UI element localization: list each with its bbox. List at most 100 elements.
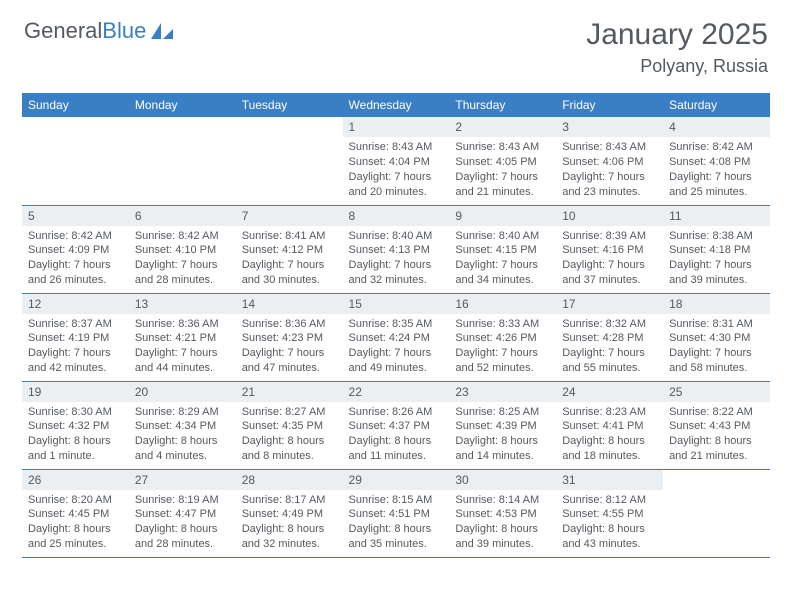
day-number: 22 [343,382,450,402]
day-details: Sunrise: 8:29 AMSunset: 4:34 PMDaylight:… [129,402,236,468]
calendar-day-cell: 25Sunrise: 8:22 AMSunset: 4:43 PMDayligh… [663,381,770,469]
day-details: Sunrise: 8:40 AMSunset: 4:13 PMDaylight:… [343,226,450,292]
day-details: Sunrise: 8:38 AMSunset: 4:18 PMDaylight:… [663,226,770,292]
day-details: Sunrise: 8:43 AMSunset: 4:06 PMDaylight:… [556,137,663,203]
page-title: January 2025 [586,18,768,52]
calendar-day-cell: 21Sunrise: 8:27 AMSunset: 4:35 PMDayligh… [236,381,343,469]
calendar-header-row: SundayMondayTuesdayWednesdayThursdayFrid… [22,93,770,117]
day-number: 5 [22,206,129,226]
location-label: Polyany, Russia [586,56,768,77]
day-number: 26 [22,470,129,490]
day-number: 13 [129,294,236,314]
day-number: 11 [663,206,770,226]
day-details: Sunrise: 8:20 AMSunset: 4:45 PMDaylight:… [22,490,129,556]
calendar-week-row: ...1Sunrise: 8:43 AMSunset: 4:04 PMDayli… [22,117,770,205]
day-details: Sunrise: 8:43 AMSunset: 4:04 PMDaylight:… [343,137,450,203]
day-number: 25 [663,382,770,402]
calendar-day-cell: 15Sunrise: 8:35 AMSunset: 4:24 PMDayligh… [343,293,450,381]
calendar-week-row: 5Sunrise: 8:42 AMSunset: 4:09 PMDaylight… [22,205,770,293]
day-number: 30 [449,470,556,490]
day-number: 8 [343,206,450,226]
calendar-day-cell: 7Sunrise: 8:41 AMSunset: 4:12 PMDaylight… [236,205,343,293]
calendar-day-cell: 24Sunrise: 8:23 AMSunset: 4:41 PMDayligh… [556,381,663,469]
calendar-day-cell: 10Sunrise: 8:39 AMSunset: 4:16 PMDayligh… [556,205,663,293]
day-number: 7 [236,206,343,226]
calendar-day-cell: 18Sunrise: 8:31 AMSunset: 4:30 PMDayligh… [663,293,770,381]
calendar-day-cell: 16Sunrise: 8:33 AMSunset: 4:26 PMDayligh… [449,293,556,381]
calendar-day-cell: 23Sunrise: 8:25 AMSunset: 4:39 PMDayligh… [449,381,556,469]
day-details: Sunrise: 8:42 AMSunset: 4:09 PMDaylight:… [22,226,129,292]
day-number: 27 [129,470,236,490]
day-number: 29 [343,470,450,490]
calendar-day-cell: . [236,117,343,205]
day-number: 9 [449,206,556,226]
day-details: Sunrise: 8:14 AMSunset: 4:53 PMDaylight:… [449,490,556,556]
day-details: Sunrise: 8:42 AMSunset: 4:08 PMDaylight:… [663,137,770,203]
calendar-day-cell: 3Sunrise: 8:43 AMSunset: 4:06 PMDaylight… [556,117,663,205]
calendar-day-cell: 12Sunrise: 8:37 AMSunset: 4:19 PMDayligh… [22,293,129,381]
day-number: 20 [129,382,236,402]
day-details: Sunrise: 8:31 AMSunset: 4:30 PMDaylight:… [663,314,770,380]
column-header: Thursday [449,93,556,117]
day-details: Sunrise: 8:43 AMSunset: 4:05 PMDaylight:… [449,137,556,203]
logo-text: GeneralBlue [24,18,146,44]
calendar-day-cell: 30Sunrise: 8:14 AMSunset: 4:53 PMDayligh… [449,469,556,557]
day-number: 14 [236,294,343,314]
title-block: January 2025 Polyany, Russia [586,18,768,77]
column-header: Saturday [663,93,770,117]
logo-part1: General [24,18,102,43]
day-details: Sunrise: 8:26 AMSunset: 4:37 PMDaylight:… [343,402,450,468]
calendar-week-row: 26Sunrise: 8:20 AMSunset: 4:45 PMDayligh… [22,469,770,557]
calendar-day-cell: 27Sunrise: 8:19 AMSunset: 4:47 PMDayligh… [129,469,236,557]
day-details: Sunrise: 8:40 AMSunset: 4:15 PMDaylight:… [449,226,556,292]
calendar-day-cell: 20Sunrise: 8:29 AMSunset: 4:34 PMDayligh… [129,381,236,469]
calendar-day-cell: 8Sunrise: 8:40 AMSunset: 4:13 PMDaylight… [343,205,450,293]
day-number: 3 [556,117,663,137]
calendar-day-cell: 6Sunrise: 8:42 AMSunset: 4:10 PMDaylight… [129,205,236,293]
column-header: Tuesday [236,93,343,117]
day-number: 19 [22,382,129,402]
day-details: Sunrise: 8:41 AMSunset: 4:12 PMDaylight:… [236,226,343,292]
calendar-day-cell: 22Sunrise: 8:26 AMSunset: 4:37 PMDayligh… [343,381,450,469]
day-number: 23 [449,382,556,402]
day-details: Sunrise: 8:27 AMSunset: 4:35 PMDaylight:… [236,402,343,468]
day-number: 18 [663,294,770,314]
calendar-day-cell: . [22,117,129,205]
column-header: Friday [556,93,663,117]
logo: GeneralBlue [24,18,175,44]
logo-sail-icon [149,21,175,41]
day-details: Sunrise: 8:12 AMSunset: 4:55 PMDaylight:… [556,490,663,556]
day-details: Sunrise: 8:36 AMSunset: 4:21 PMDaylight:… [129,314,236,380]
day-details: Sunrise: 8:22 AMSunset: 4:43 PMDaylight:… [663,402,770,468]
day-number: 12 [22,294,129,314]
column-header: Monday [129,93,236,117]
column-header: Sunday [22,93,129,117]
day-number: 4 [663,117,770,137]
day-details: Sunrise: 8:19 AMSunset: 4:47 PMDaylight:… [129,490,236,556]
calendar-day-cell: 9Sunrise: 8:40 AMSunset: 4:15 PMDaylight… [449,205,556,293]
day-number: 17 [556,294,663,314]
calendar-day-cell: 19Sunrise: 8:30 AMSunset: 4:32 PMDayligh… [22,381,129,469]
calendar-day-cell: 31Sunrise: 8:12 AMSunset: 4:55 PMDayligh… [556,469,663,557]
calendar-day-cell: 29Sunrise: 8:15 AMSunset: 4:51 PMDayligh… [343,469,450,557]
calendar-day-cell: 17Sunrise: 8:32 AMSunset: 4:28 PMDayligh… [556,293,663,381]
day-details: Sunrise: 8:23 AMSunset: 4:41 PMDaylight:… [556,402,663,468]
header: GeneralBlue January 2025 Polyany, Russia [0,0,792,83]
day-details: Sunrise: 8:15 AMSunset: 4:51 PMDaylight:… [343,490,450,556]
day-number: 21 [236,382,343,402]
column-header: Wednesday [343,93,450,117]
calendar-day-cell: 2Sunrise: 8:43 AMSunset: 4:05 PMDaylight… [449,117,556,205]
calendar-day-cell: . [663,469,770,557]
day-number: 1 [343,117,450,137]
day-details: Sunrise: 8:39 AMSunset: 4:16 PMDaylight:… [556,226,663,292]
calendar-day-cell: 14Sunrise: 8:36 AMSunset: 4:23 PMDayligh… [236,293,343,381]
day-details: Sunrise: 8:42 AMSunset: 4:10 PMDaylight:… [129,226,236,292]
day-number: 2 [449,117,556,137]
calendar-day-cell: 13Sunrise: 8:36 AMSunset: 4:21 PMDayligh… [129,293,236,381]
day-details: Sunrise: 8:17 AMSunset: 4:49 PMDaylight:… [236,490,343,556]
calendar-day-cell: . [129,117,236,205]
day-number: 16 [449,294,556,314]
calendar-day-cell: 11Sunrise: 8:38 AMSunset: 4:18 PMDayligh… [663,205,770,293]
calendar-week-row: 19Sunrise: 8:30 AMSunset: 4:32 PMDayligh… [22,381,770,469]
calendar-table: SundayMondayTuesdayWednesdayThursdayFrid… [22,93,770,558]
